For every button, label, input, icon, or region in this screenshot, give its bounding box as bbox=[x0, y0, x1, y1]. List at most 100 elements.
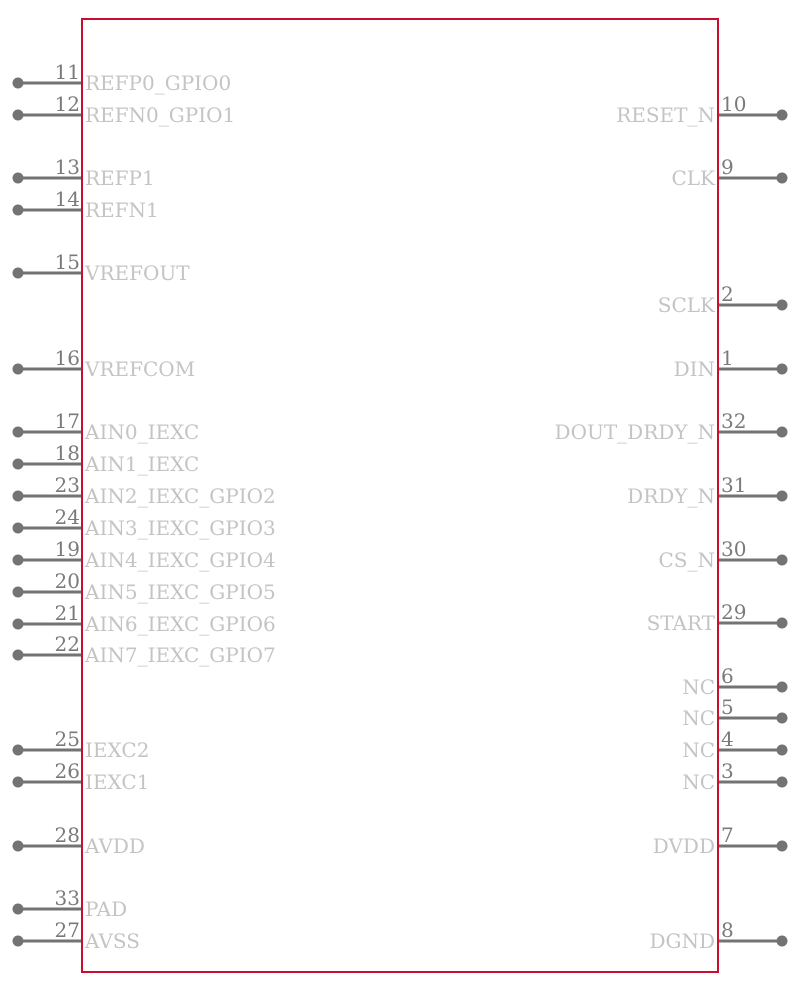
pin-endpoint bbox=[12, 267, 24, 279]
pin-name: VREFCOM bbox=[84, 357, 195, 381]
pin-25: 25 IEXC2 bbox=[12, 727, 149, 762]
pin-number: 19 bbox=[55, 537, 80, 561]
pin-endpoint bbox=[12, 586, 24, 598]
pin-name: START bbox=[647, 611, 716, 635]
pin-11: 11 REFP0_GPIO0 bbox=[12, 60, 231, 95]
pin-28: 28 AVDD bbox=[12, 823, 145, 858]
pin-20: 20 AIN5_IEXC_GPIO5 bbox=[12, 569, 276, 604]
pin-endpoint bbox=[776, 712, 788, 724]
pin-endpoint bbox=[12, 426, 24, 438]
pin-number: 25 bbox=[55, 727, 80, 751]
pin-number: 30 bbox=[721, 537, 746, 561]
pin-number: 16 bbox=[55, 346, 80, 370]
pin-16: 16 VREFCOM bbox=[12, 346, 195, 381]
pin-endpoint bbox=[12, 840, 24, 852]
pin-number: 18 bbox=[55, 441, 80, 465]
pin-endpoint bbox=[12, 744, 24, 756]
pin-18: 18 AIN1_IEXC bbox=[12, 441, 199, 476]
pin-name: DIN bbox=[674, 357, 715, 381]
pin-name: AVSS bbox=[84, 929, 140, 953]
pin-endpoint bbox=[12, 363, 24, 375]
pin-number: 28 bbox=[55, 823, 80, 847]
pin-name: REFP0_GPIO0 bbox=[85, 71, 231, 95]
pin-name: REFN0_GPIO1 bbox=[85, 103, 235, 127]
pin-name: DVDD bbox=[653, 834, 715, 858]
pin-number: 26 bbox=[55, 759, 80, 783]
pin-endpoint bbox=[776, 554, 788, 566]
pin-12: 12 REFN0_GPIO1 bbox=[12, 92, 235, 127]
pin-name: AIN5_IEXC_GPIO5 bbox=[84, 580, 276, 604]
pin-27: 27 AVSS bbox=[12, 918, 140, 953]
pin-number: 4 bbox=[721, 727, 734, 751]
pin-endpoint bbox=[776, 617, 788, 629]
pin-number: 23 bbox=[55, 473, 80, 497]
pin-name: AIN0_IEXC bbox=[84, 420, 199, 444]
pin-number: 22 bbox=[55, 632, 80, 656]
pin-number: 15 bbox=[55, 250, 80, 274]
pin-endpoint bbox=[12, 172, 24, 184]
pin-name: AIN1_IEXC bbox=[84, 452, 199, 476]
pin-number: 11 bbox=[55, 60, 80, 84]
pin-name: NC bbox=[682, 738, 715, 762]
pin-22: 22 AIN7_IEXC_GPIO7 bbox=[12, 632, 276, 667]
pin-name: VREFOUT bbox=[84, 261, 190, 285]
pin-number: 33 bbox=[55, 886, 80, 910]
pin-endpoint bbox=[776, 776, 788, 788]
pin-24: 24 AIN3_IEXC_GPIO3 bbox=[12, 505, 276, 540]
pin-endpoint bbox=[12, 935, 24, 947]
pin-4: 4NC bbox=[682, 727, 788, 762]
pin-endpoint bbox=[776, 935, 788, 947]
pin-number: 29 bbox=[721, 600, 746, 624]
pin-endpoint bbox=[776, 490, 788, 502]
pin-name: DRDY_N bbox=[627, 484, 715, 508]
pin-15: 15 VREFOUT bbox=[12, 250, 190, 285]
pin-17: 17 AIN0_IEXC bbox=[12, 409, 199, 444]
pin-number: 7 bbox=[721, 823, 734, 847]
pin-name: IEXC2 bbox=[85, 738, 149, 762]
pin-19: 19 AIN4_IEXC_GPIO4 bbox=[12, 537, 276, 572]
pin-number: 32 bbox=[721, 409, 746, 433]
pin-number: 21 bbox=[55, 601, 80, 625]
pin-number: 2 bbox=[721, 282, 734, 306]
pin-endpoint bbox=[12, 903, 24, 915]
pin-number: 24 bbox=[55, 505, 80, 529]
pin-6: 6NC bbox=[682, 664, 788, 699]
pin-name: REFN1 bbox=[85, 198, 159, 222]
pin-number: 12 bbox=[55, 92, 80, 116]
ic-body-outline bbox=[81, 18, 719, 973]
pin-name: AIN4_IEXC_GPIO4 bbox=[84, 548, 276, 572]
pin-name: CS_N bbox=[658, 548, 715, 572]
pin-endpoint bbox=[12, 554, 24, 566]
pin-endpoint bbox=[776, 840, 788, 852]
pin-endpoint bbox=[12, 109, 24, 121]
pin-name: AIN7_IEXC_GPIO7 bbox=[84, 643, 276, 667]
pin-name: AIN3_IEXC_GPIO3 bbox=[84, 516, 276, 540]
pin-number: 20 bbox=[55, 569, 80, 593]
right-pin-group: 10RESET_N9CLK2SCLK1DIN32DOUT_DRDY_N31DRD… bbox=[555, 92, 788, 953]
pin-endpoint bbox=[12, 490, 24, 502]
pin-name: NC bbox=[682, 770, 715, 794]
pin-number: 9 bbox=[721, 155, 734, 179]
pin-number: 5 bbox=[721, 695, 734, 719]
pin-number: 3 bbox=[721, 759, 734, 783]
pin-33: 33 PAD bbox=[12, 886, 127, 921]
pin-endpoint bbox=[776, 744, 788, 756]
pin-name: PAD bbox=[85, 897, 127, 921]
pin-name: SCLK bbox=[658, 293, 716, 317]
pin-3: 3NC bbox=[682, 759, 788, 794]
pin-endpoint bbox=[12, 77, 24, 89]
pin-number: 31 bbox=[721, 473, 746, 497]
pin-endpoint bbox=[12, 618, 24, 630]
pin-endpoint bbox=[12, 522, 24, 534]
pin-number: 17 bbox=[55, 409, 80, 433]
pin-name: REFP1 bbox=[85, 166, 155, 190]
pin-5: 5NC bbox=[682, 695, 788, 730]
pin-endpoint bbox=[12, 776, 24, 788]
pin-name: AVDD bbox=[84, 834, 145, 858]
pin-number: 13 bbox=[55, 155, 80, 179]
pin-name: AIN6_IEXC_GPIO6 bbox=[84, 612, 276, 636]
